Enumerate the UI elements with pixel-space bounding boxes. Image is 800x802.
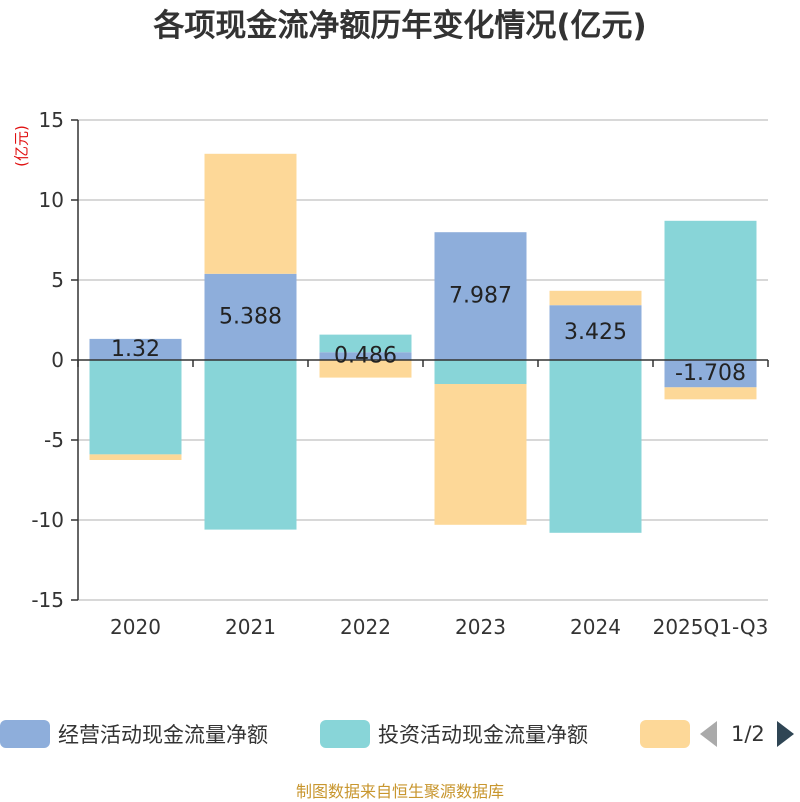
bar-series-0-2020[interactable] [89, 338, 182, 360]
bar-series-1-2022[interactable] [319, 334, 412, 353]
bar-series-2-2022[interactable] [319, 360, 412, 378]
legend-swatch-financing [640, 720, 690, 748]
bar-series-2-2025Q1-Q3[interactable] [664, 387, 757, 400]
y-tick-label: 15 [39, 108, 64, 132]
bar-series-0-2022[interactable] [319, 352, 412, 360]
data-label-operating: 7.987 [449, 284, 512, 309]
data-label-operating: 3.425 [564, 320, 627, 345]
arrow-right-icon[interactable] [776, 721, 794, 747]
bar-series-1-2024[interactable] [549, 360, 642, 533]
x-tick-label: 2022 [340, 615, 391, 639]
x-tick-label: 2020 [110, 615, 161, 639]
x-tick-label: 2024 [570, 615, 621, 639]
y-tick-label: -5 [44, 428, 64, 452]
y-tick-label: 10 [39, 188, 64, 212]
legend-label-investing: 投资活动现金流量净额 [378, 723, 588, 747]
data-label-operating: 1.32 [111, 337, 160, 362]
bar-series-1-2023[interactable] [434, 360, 527, 384]
legend-item-financing[interactable] [640, 716, 698, 752]
data-label-operating: 5.388 [219, 304, 282, 329]
bar-series-1-2020[interactable] [89, 360, 182, 455]
y-tick-label: -15 [31, 588, 64, 612]
x-tick-label: 2025Q1-Q3 [653, 615, 769, 639]
y-tick-label: 5 [51, 268, 64, 292]
legend-item-operating[interactable]: 经营活动现金流量净额 [0, 716, 268, 752]
bar-series-2-2024[interactable] [549, 290, 642, 306]
bar-series-0-2025Q1-Q3[interactable] [664, 360, 757, 388]
legend-pager: 1/2 [700, 716, 794, 752]
legend-item-investing[interactable]: 投资活动现金流量净额 [320, 716, 588, 752]
bar-series-1-2025Q1-Q3[interactable] [664, 220, 757, 360]
bar-series-2-2023[interactable] [434, 384, 527, 525]
y-tick-label: -10 [31, 508, 64, 532]
legend-label-operating: 经营活动现金流量净额 [58, 723, 268, 747]
bar-series-2-2020[interactable] [89, 454, 182, 460]
y-axis-unit-label: (亿元) [13, 125, 31, 167]
arrow-left-icon[interactable] [700, 721, 717, 747]
bar-series-0-2024[interactable] [549, 305, 642, 360]
data-label-operating: -1.708 [675, 361, 746, 386]
bar-series-2-2021[interactable] [204, 153, 297, 274]
bar-series-1-2021[interactable] [204, 360, 297, 530]
y-tick-label: 0 [51, 348, 64, 372]
chart-title: 各项现金流净额历年变化情况(亿元) [153, 8, 647, 44]
x-tick-label: 2023 [455, 615, 506, 639]
legend-swatch-operating [0, 720, 50, 748]
source-note: 制图数据来自恒生聚源数据库 [295, 782, 504, 801]
legend-page-indicator: 1/2 [731, 722, 765, 746]
bar-series-0-2023[interactable] [434, 232, 527, 360]
data-label-operating: 0.486 [334, 344, 397, 369]
bar-series-0-2021[interactable] [204, 273, 297, 360]
legend: 经营活动现金流量净额 投资活动现金流量净额 1/2 [0, 716, 800, 752]
legend-swatch-investing [320, 720, 370, 748]
x-tick-label: 2021 [225, 615, 276, 639]
